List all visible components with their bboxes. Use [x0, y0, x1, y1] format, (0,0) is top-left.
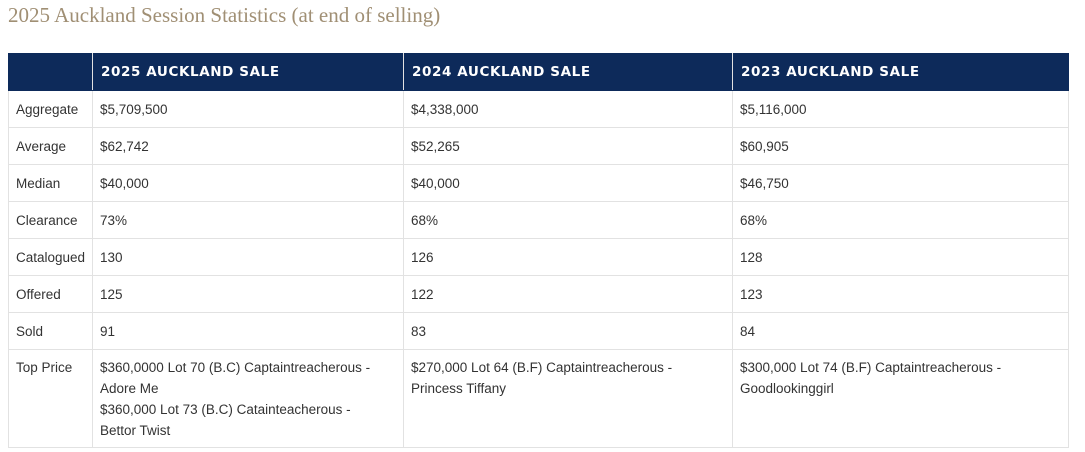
- cell-2025: 91: [92, 312, 404, 350]
- page-title: 2025 Auckland Session Statistics (at end…: [8, 3, 441, 27]
- top-price-line: $360,0000 Lot 70 (B.C) Captaintreacherou…: [100, 360, 371, 375]
- cell-2023: 68%: [732, 201, 1069, 239]
- cell-2023: 84: [732, 312, 1069, 350]
- table-row-sold: Sold 91 83 84: [8, 312, 1069, 350]
- cell-2023: $300,000 Lot 74 (B.F) Captaintreacherous…: [732, 349, 1069, 448]
- top-price-line: Goodlookinggirl: [740, 381, 834, 396]
- top-price-line: $300,000 Lot 74 (B.F) Captaintreacherous…: [740, 360, 1002, 375]
- cell-2025: 125: [92, 275, 404, 313]
- header-2024-sale: 2024 AUCKLAND SALE: [403, 53, 733, 91]
- table-row-aggregate: Aggregate $5,709,500 $4,338,000 $5,116,0…: [8, 90, 1069, 128]
- row-label: Average: [8, 127, 93, 165]
- cell-2024: 122: [403, 275, 733, 313]
- table-row-offered: Offered 125 122 123: [8, 275, 1069, 313]
- row-label: Top Price: [8, 349, 93, 448]
- header-2023-sale: 2023 AUCKLAND SALE: [732, 53, 1069, 91]
- cell-2023: 128: [732, 238, 1069, 276]
- row-label: Catalogued: [8, 238, 93, 276]
- cell-2024: 68%: [403, 201, 733, 239]
- cell-2025: 130: [92, 238, 404, 276]
- top-price-line: Adore Me: [100, 381, 159, 396]
- cell-2024: $270,000 Lot 64 (B.F) Captaintreacherous…: [403, 349, 733, 448]
- header-empty: [8, 53, 93, 91]
- table-row-median: Median $40,000 $40,000 $46,750: [8, 164, 1069, 202]
- row-label: Aggregate: [8, 90, 93, 128]
- table-header-row: 2025 AUCKLAND SALE 2024 AUCKLAND SALE 20…: [8, 53, 1069, 91]
- cell-2024: $4,338,000: [403, 90, 733, 128]
- table-row-clearance: Clearance 73% 68% 68%: [8, 201, 1069, 239]
- cell-2023: $5,116,000: [732, 90, 1069, 128]
- top-price-line: Bettor Twist: [100, 423, 171, 438]
- top-price-line: $270,000 Lot 64 (B.F) Captaintreacherous…: [411, 360, 673, 375]
- row-label: Sold: [8, 312, 93, 350]
- row-label: Offered: [8, 275, 93, 313]
- cell-2024: 83: [403, 312, 733, 350]
- cell-2025: $62,742: [92, 127, 404, 165]
- cell-2023: $46,750: [732, 164, 1069, 202]
- cell-2025: $40,000: [92, 164, 404, 202]
- top-price-line: Princess Tiffany: [411, 381, 507, 396]
- table-row-top-price: Top Price $360,0000 Lot 70 (B.C) Captain…: [8, 349, 1069, 448]
- table-row-average: Average $62,742 $52,265 $60,905: [8, 127, 1069, 165]
- statistics-table: 2025 AUCKLAND SALE 2024 AUCKLAND SALE 20…: [8, 53, 1069, 448]
- cell-2023: $60,905: [732, 127, 1069, 165]
- row-label: Clearance: [8, 201, 93, 239]
- cell-2025: 73%: [92, 201, 404, 239]
- table-row-catalogued: Catalogued 130 126 128: [8, 238, 1069, 276]
- cell-2024: 126: [403, 238, 733, 276]
- header-2025-sale: 2025 AUCKLAND SALE: [92, 53, 404, 91]
- cell-2024: $40,000: [403, 164, 733, 202]
- top-price-line: $360,000 Lot 73 (B.C) Catainteacherous -: [100, 402, 351, 417]
- cell-2025: $360,0000 Lot 70 (B.C) Captaintreacherou…: [92, 349, 404, 448]
- cell-2024: $52,265: [403, 127, 733, 165]
- row-label: Median: [8, 164, 93, 202]
- cell-2025: $5,709,500: [92, 90, 404, 128]
- cell-2023: 123: [732, 275, 1069, 313]
